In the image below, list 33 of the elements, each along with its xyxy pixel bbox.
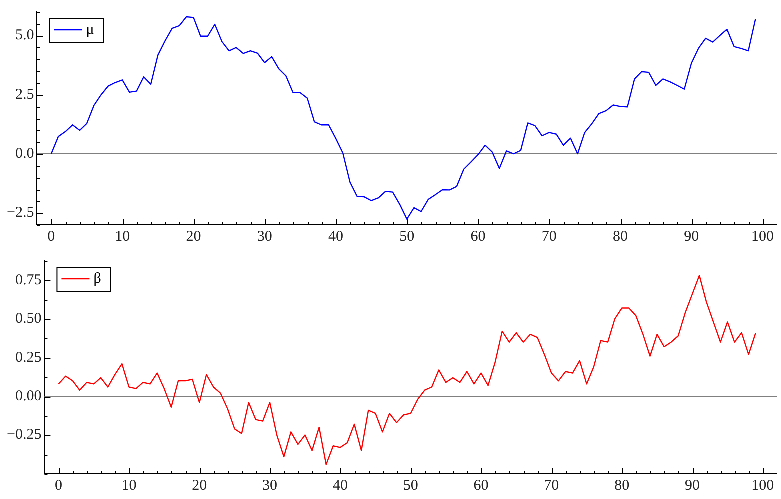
x-tick-label: 90 xyxy=(685,478,700,494)
x-tick-label: 80 xyxy=(614,478,630,494)
y-tick-label: 0.50 xyxy=(15,311,42,328)
x-tick-label: 20 xyxy=(186,228,202,245)
x-tick-label: 50 xyxy=(400,228,415,245)
x-tick-label: 30 xyxy=(257,228,272,245)
y-tick-label: 2.5 xyxy=(15,86,34,103)
x-tick-label: 40 xyxy=(328,228,344,245)
x-tick-label: 100 xyxy=(752,228,774,245)
x-tick-label: 0 xyxy=(55,478,63,494)
x-tick-label: 80 xyxy=(613,228,628,245)
x-tick-label: 70 xyxy=(544,478,560,494)
y-tick-label: 5.0 xyxy=(15,28,34,44)
x-tick-label: 90 xyxy=(684,228,700,245)
y-tick-label: −0.25 xyxy=(6,427,42,444)
x-tick-label: 60 xyxy=(474,478,489,494)
x-tick-label: 50 xyxy=(403,478,418,494)
legend-label: β xyxy=(94,270,102,287)
y-tick-label: 0.75 xyxy=(15,272,42,288)
x-tick-label: 20 xyxy=(192,478,208,494)
y-tick-label: 0.00 xyxy=(15,388,42,404)
y-tick-label: 0.0 xyxy=(15,146,34,162)
x-tick-label: 70 xyxy=(542,228,557,245)
y-tick-label: 0.25 xyxy=(15,350,42,366)
x-tick-label: 10 xyxy=(122,478,137,494)
x-tick-label: 0 xyxy=(48,228,56,245)
x-tick-label: 40 xyxy=(332,478,348,494)
x-tick-label: 30 xyxy=(262,478,278,494)
y-tick-label: −2.5 xyxy=(6,205,34,222)
x-tick-label: 60 xyxy=(470,228,486,245)
x-tick-label: 10 xyxy=(115,228,130,245)
legend-label: μ xyxy=(86,22,94,38)
x-tick-label: 100 xyxy=(752,478,774,494)
